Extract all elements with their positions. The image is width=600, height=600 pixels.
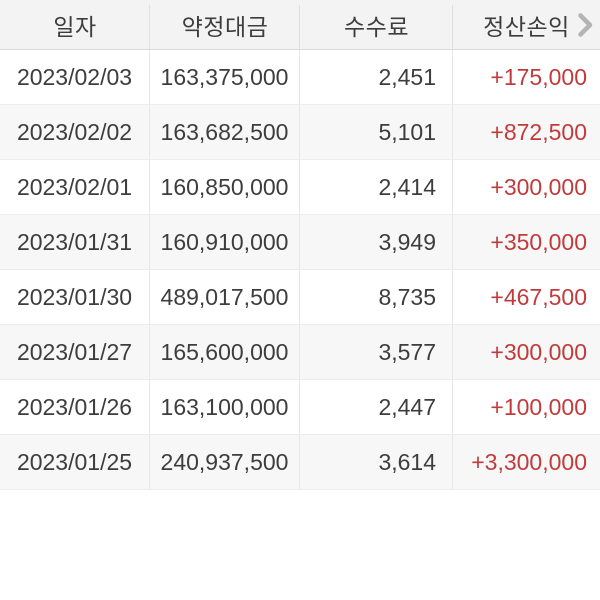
fee-cell: 3,614 [300, 435, 453, 489]
fee-cell: 5,101 [300, 105, 453, 159]
table-row: 2023/02/03 163,375,000 2,451 +175,000 [0, 50, 600, 105]
amount-cell: 160,850,000 [150, 160, 300, 214]
amount-cell: 240,937,500 [150, 435, 300, 489]
table-row: 2023/01/31 160,910,000 3,949 +350,000 [0, 215, 600, 270]
table-header-row: 일자 약정대금 수수료 정산손익 [0, 0, 600, 50]
table-body: 2023/02/03 163,375,000 2,451 +175,000 20… [0, 50, 600, 490]
table-row: 2023/02/02 163,682,500 5,101 +872,500 [0, 105, 600, 160]
date-cell: 2023/01/30 [0, 270, 150, 324]
amount-cell: 163,100,000 [150, 380, 300, 434]
table-row: 2023/01/26 163,100,000 2,447 +100,000 [0, 380, 600, 435]
pnl-cell: +175,000 [490, 63, 587, 90]
date-cell: 2023/01/27 [0, 325, 150, 379]
fee-cell: 3,949 [300, 215, 453, 269]
fee-cell: 2,447 [300, 380, 453, 434]
chevron-right-icon[interactable] [577, 12, 593, 37]
date-cell: 2023/02/03 [0, 50, 150, 104]
fee-cell: 3,577 [300, 325, 453, 379]
date-cell: 2023/02/02 [0, 105, 150, 159]
amount-cell: 489,017,500 [150, 270, 300, 324]
header-amount: 약정대금 [150, 0, 300, 49]
header-date: 일자 [0, 0, 150, 49]
header-date-label: 일자 [53, 13, 97, 40]
pnl-cell: +100,000 [490, 393, 587, 420]
amount-cell: 163,375,000 [150, 50, 300, 104]
pnl-cell: +3,300,000 [471, 448, 587, 475]
date-cell: 2023/01/31 [0, 215, 150, 269]
date-cell: 2023/01/25 [0, 435, 150, 489]
fee-cell: 2,451 [300, 50, 453, 104]
pnl-cell: +872,500 [490, 118, 587, 145]
fee-cell: 2,414 [300, 160, 453, 214]
table-row: 2023/02/01 160,850,000 2,414 +300,000 [0, 160, 600, 215]
header-fee: 수수료 [300, 0, 453, 49]
amount-cell: 163,682,500 [150, 105, 300, 159]
table-row: 2023/01/27 165,600,000 3,577 +300,000 [0, 325, 600, 380]
header-fee-label: 수수료 [344, 13, 409, 40]
header-pnl-label: 정산손익 [483, 13, 570, 40]
pnl-cell: +300,000 [490, 173, 587, 200]
pnl-cell: +467,500 [490, 283, 587, 310]
fee-cell: 8,735 [300, 270, 453, 324]
table-row: 2023/01/30 489,017,500 8,735 +467,500 [0, 270, 600, 325]
header-amount-label: 약정대금 [181, 13, 269, 40]
daily-settlement-table: 일자 약정대금 수수료 정산손익 2023/02/03 163,375,000 … [0, 0, 600, 490]
amount-cell: 160,910,000 [150, 215, 300, 269]
pnl-cell: +350,000 [490, 228, 587, 255]
date-cell: 2023/02/01 [0, 160, 150, 214]
amount-cell: 165,600,000 [150, 325, 300, 379]
pnl-cell: +300,000 [490, 338, 587, 365]
date-cell: 2023/01/26 [0, 380, 150, 434]
header-pnl: 정산손익 [453, 0, 600, 49]
table-row: 2023/01/25 240,937,500 3,614 +3,300,000 [0, 435, 600, 490]
